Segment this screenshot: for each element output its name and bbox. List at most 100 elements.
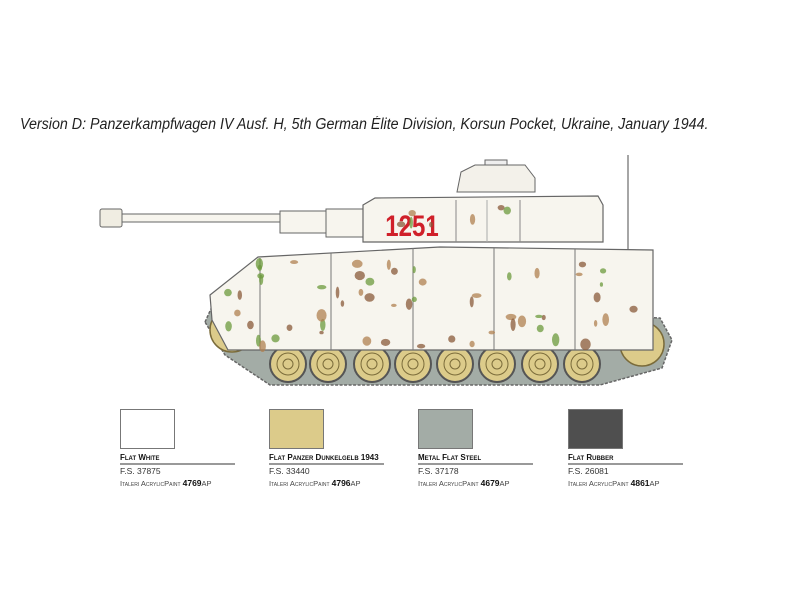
camo-spot — [469, 296, 474, 308]
road-wheel — [366, 358, 378, 370]
color-chip — [568, 409, 623, 449]
camo-spot — [409, 216, 413, 229]
road-wheel — [491, 358, 503, 370]
camo-spot — [507, 272, 512, 281]
road-wheel — [353, 345, 391, 383]
road-wheel — [570, 352, 594, 376]
paint-swatch-metal-flat-steel: Metal Flat Steel F.S. 37178 Italeri Acry… — [418, 409, 533, 488]
camo-spot — [629, 305, 638, 313]
camo-spot — [541, 314, 546, 321]
camo-spot — [317, 284, 327, 290]
road-wheel — [282, 358, 294, 370]
camo-spot — [469, 340, 475, 348]
camo-spot — [271, 334, 280, 343]
camo-spot — [259, 274, 264, 286]
camo-spot — [408, 209, 416, 217]
road-wheel — [436, 345, 474, 383]
camo-spot — [510, 318, 516, 331]
camo-spot — [469, 213, 476, 225]
gun-sleeve — [279, 210, 329, 234]
fs-code: F.S. 37875 — [120, 466, 161, 476]
camo-spot — [503, 206, 511, 215]
road-wheel — [576, 358, 588, 370]
paint-name: Flat White — [120, 453, 235, 465]
camo-spot — [551, 333, 560, 347]
camo-spot — [364, 293, 375, 302]
camo-spot — [351, 259, 363, 268]
camo-spot — [471, 293, 482, 299]
camo-spot — [599, 268, 607, 274]
camo-spot — [578, 261, 587, 268]
color-chip — [269, 409, 324, 449]
camo-spot — [319, 330, 324, 335]
camo-spot — [429, 221, 433, 228]
gun-barrel — [119, 213, 286, 223]
paint-name: Flat Panzer Dunkelgelb 1943 — [269, 453, 384, 465]
camo-spot — [396, 221, 406, 228]
road-wheel — [449, 358, 461, 370]
fs-code: F.S. 33440 — [269, 466, 310, 476]
camo-spot — [290, 260, 299, 265]
version-caption: Version D: Panzerkampfwagen IV Ausf. H, … — [20, 116, 709, 133]
camo-spot — [593, 320, 598, 327]
camo-spot — [257, 264, 263, 271]
camo-spot — [286, 324, 293, 331]
camo-spot — [234, 309, 241, 317]
camo-spot — [602, 313, 610, 326]
camo-spot — [418, 278, 427, 286]
camo-spot — [316, 309, 327, 322]
paint-code: Italeri AcrylicPaint 4861AP — [568, 478, 660, 488]
camo-spot — [488, 330, 496, 335]
road-wheel — [485, 352, 509, 376]
camo-spot — [412, 266, 416, 274]
camo-spot — [575, 272, 583, 277]
road-wheel — [478, 345, 516, 383]
camo-spot — [247, 320, 254, 330]
camo-spot — [599, 282, 604, 287]
camo-spot — [535, 314, 543, 319]
camouflage-spots — [224, 205, 638, 353]
road-wheel — [528, 352, 552, 376]
road-wheel — [309, 345, 347, 383]
camo-spot — [536, 324, 544, 333]
road-wheel — [443, 352, 467, 376]
camo-spot — [391, 303, 397, 307]
road-wheel — [394, 345, 432, 383]
camo-spot — [362, 336, 372, 346]
gun-mantlet — [325, 208, 367, 238]
paint-swatch-flat-white: Flat White F.S. 37875 Italeri AcrylicPai… — [120, 409, 235, 488]
camo-spot — [237, 290, 243, 300]
camo-spot — [517, 315, 527, 328]
camo-spot — [259, 340, 266, 353]
camo-spot — [335, 286, 340, 299]
camo-spot — [416, 343, 426, 349]
road-wheel — [534, 358, 546, 370]
camo-spot — [365, 277, 375, 286]
paint-code: Italeri AcrylicPaint 4769AP — [120, 478, 212, 488]
camo-spot — [534, 267, 540, 279]
paint-name: Metal Flat Steel — [418, 453, 533, 465]
paint-code: Italeri AcrylicPaint 4796AP — [269, 478, 361, 488]
camo-spot — [505, 313, 517, 321]
camo-spot — [354, 270, 365, 281]
paint-code: Italeri AcrylicPaint 4679AP — [418, 478, 510, 488]
fs-code: F.S. 26081 — [568, 466, 609, 476]
road-wheel — [316, 352, 340, 376]
color-chip — [120, 409, 175, 449]
paint-swatch-flat-rubber: Flat Rubber F.S. 26081 Italeri AcrylicPa… — [568, 409, 683, 488]
paint-swatch-dunkelgelb: Flat Panzer Dunkelgelb 1943 F.S. 33440 I… — [269, 409, 384, 488]
road-wheel — [269, 345, 307, 383]
turret-skirt — [362, 195, 604, 243]
camo-spot — [580, 338, 591, 351]
road-wheel — [276, 352, 300, 376]
muzzle-brake — [99, 208, 123, 228]
road-wheel — [401, 352, 425, 376]
camo-spot — [411, 296, 417, 303]
camo-spot — [405, 298, 413, 310]
road-wheel — [521, 345, 559, 383]
road-wheel — [407, 358, 419, 370]
commander-cupola — [456, 164, 536, 193]
camo-spot — [497, 205, 505, 211]
road-wheel — [563, 345, 601, 383]
